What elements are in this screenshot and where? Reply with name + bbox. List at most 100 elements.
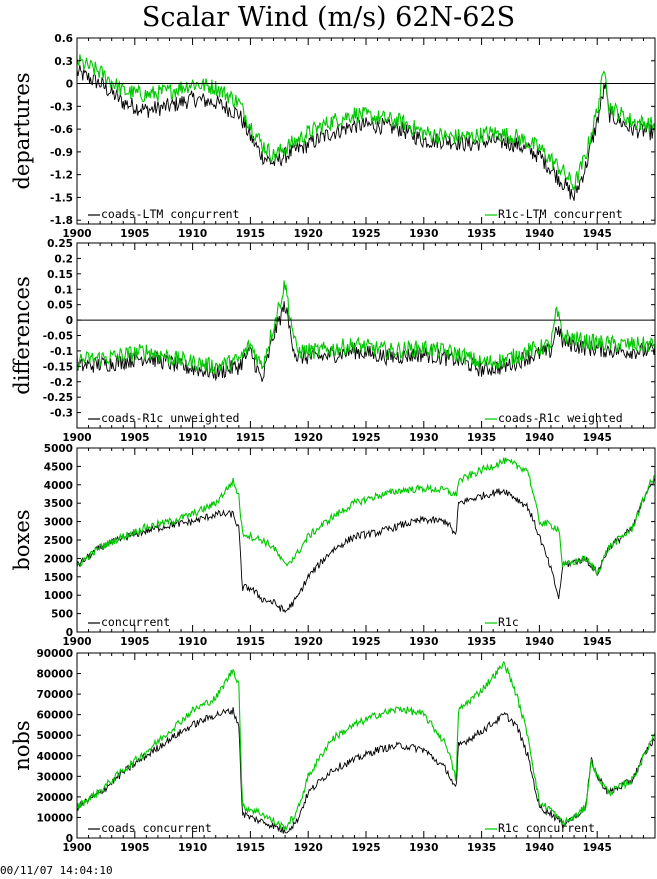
x-tick-label: 1900 xyxy=(62,842,91,854)
x-tick-label: 1940 xyxy=(525,636,554,648)
y-tick-label: -0.6 xyxy=(50,124,73,136)
legend-label-0: coads concurrent xyxy=(101,821,212,835)
x-tick-label: 1905 xyxy=(120,842,149,854)
x-tick-label: 1940 xyxy=(525,842,554,854)
legend-label-0: coads-R1c unweighted xyxy=(101,411,239,425)
x-tick-label: 1925 xyxy=(351,432,380,444)
series-line-1-1 xyxy=(76,280,656,375)
y-tick-label: 0.6 xyxy=(54,33,73,45)
x-tick-label: 1915 xyxy=(236,432,265,444)
plot-frame xyxy=(76,37,656,225)
x-tick-label: 1930 xyxy=(409,842,438,854)
y-tick-label: 50000 xyxy=(36,730,73,742)
y-tick-label: 60000 xyxy=(36,710,73,722)
x-tick-label: 1945 xyxy=(583,842,612,854)
y-tick-label: 2000 xyxy=(44,553,73,565)
y-tick-label: -0.3 xyxy=(50,408,73,420)
y-tick-label: 0 xyxy=(66,627,73,639)
y-tick-label: 4500 xyxy=(44,461,73,473)
x-tick-label: 1940 xyxy=(525,432,554,444)
y-axis-label: departures xyxy=(10,72,34,189)
plot-frame xyxy=(76,447,656,633)
y-tick-label: 90000 xyxy=(36,648,73,660)
x-tick-label: 1900 xyxy=(62,636,91,648)
x-tick-label: 1915 xyxy=(236,842,265,854)
x-tick-label: 1920 xyxy=(294,636,323,648)
y-tick-label: 80000 xyxy=(36,669,73,681)
x-tick-label: 1910 xyxy=(178,636,207,648)
x-tick-label: 1945 xyxy=(583,636,612,648)
x-tick-label: 1920 xyxy=(294,842,323,854)
x-tick-label: 1930 xyxy=(409,432,438,444)
series-line-0-0 xyxy=(76,65,656,201)
x-tick-label: 1920 xyxy=(294,228,323,240)
y-axis-label: boxes xyxy=(10,509,34,570)
x-tick-label: 1935 xyxy=(467,842,496,854)
y-tick-label: 1500 xyxy=(44,572,73,584)
x-tick-label: 1910 xyxy=(178,432,207,444)
y-tick-label: -1.2 xyxy=(50,170,73,182)
y-axis-label: nobs xyxy=(10,720,34,770)
series-line-1-0 xyxy=(76,301,656,382)
x-tick-label: 1925 xyxy=(351,842,380,854)
y-tick-label: 0 xyxy=(66,79,73,91)
y-tick-label: 1000 xyxy=(44,590,73,602)
y-tick-label: -1.8 xyxy=(50,215,73,227)
x-tick-label: 1930 xyxy=(409,636,438,648)
timestamp: 00/11/07 14:04:10 xyxy=(0,864,113,877)
legend-label-1: coads-R1c weighted xyxy=(498,411,623,425)
y-tick-label: 0.15 xyxy=(47,269,73,281)
y-tick-label: -0.1 xyxy=(50,346,73,358)
legend-label-1: R1c-LTM concurrent xyxy=(498,207,623,221)
x-tick-label: 1935 xyxy=(467,432,496,444)
x-tick-label: 1905 xyxy=(120,432,149,444)
y-tick-label: 0.1 xyxy=(54,284,73,296)
y-tick-label: 3000 xyxy=(44,517,73,529)
legend-label-1: R1c xyxy=(498,615,519,629)
y-tick-label: -0.3 xyxy=(50,101,73,113)
y-tick-label: -1.5 xyxy=(50,192,73,204)
y-tick-label: 0.3 xyxy=(54,56,73,68)
x-tick-label: 1945 xyxy=(583,432,612,444)
x-tick-label: 1930 xyxy=(409,228,438,240)
x-tick-label: 1940 xyxy=(525,228,554,240)
y-tick-label: 0 xyxy=(66,833,73,845)
x-tick-label: 1905 xyxy=(120,636,149,648)
y-tick-label: 10000 xyxy=(36,812,73,824)
y-tick-label: 0 xyxy=(66,315,73,327)
legend-label-0: concurrent xyxy=(101,615,170,629)
y-tick-label: 0.25 xyxy=(47,238,73,250)
x-tick-label: 1900 xyxy=(62,432,91,444)
y-tick-label: 5000 xyxy=(44,443,73,455)
x-tick-label: 1905 xyxy=(120,228,149,240)
x-tick-label: 1900 xyxy=(62,228,91,240)
x-tick-label: 1915 xyxy=(236,228,265,240)
y-tick-label: 30000 xyxy=(36,771,73,783)
x-tick-label: 1925 xyxy=(351,228,380,240)
series-line-0-1 xyxy=(76,54,656,191)
y-tick-label: -0.25 xyxy=(43,392,73,404)
x-tick-label: 1935 xyxy=(467,636,496,648)
x-tick-label: 1910 xyxy=(178,228,207,240)
y-tick-label: -0.2 xyxy=(50,377,73,389)
legend-label-0: coads-LTM concurrent xyxy=(101,207,239,221)
y-tick-label: 3500 xyxy=(44,498,73,510)
y-tick-label: 500 xyxy=(51,609,73,621)
x-tick-label: 1925 xyxy=(351,636,380,648)
y-tick-label: 4000 xyxy=(44,480,73,492)
chart-title: Scalar Wind (m/s) 62N-62S xyxy=(141,2,516,33)
y-tick-label: 40000 xyxy=(36,751,73,763)
x-tick-label: 1945 xyxy=(583,228,612,240)
series-line-2-1 xyxy=(76,457,656,576)
y-tick-label: 0.05 xyxy=(47,300,73,312)
x-tick-label: 1920 xyxy=(294,432,323,444)
x-tick-label: 1910 xyxy=(178,842,207,854)
y-tick-label: 2500 xyxy=(44,535,73,547)
series-line-2-0 xyxy=(76,477,656,614)
x-tick-label: 1935 xyxy=(467,228,496,240)
y-tick-label: -0.15 xyxy=(43,361,73,373)
series-line-3-0 xyxy=(76,707,656,834)
y-tick-label: 0.2 xyxy=(54,253,73,265)
y-tick-label: 20000 xyxy=(36,792,73,804)
